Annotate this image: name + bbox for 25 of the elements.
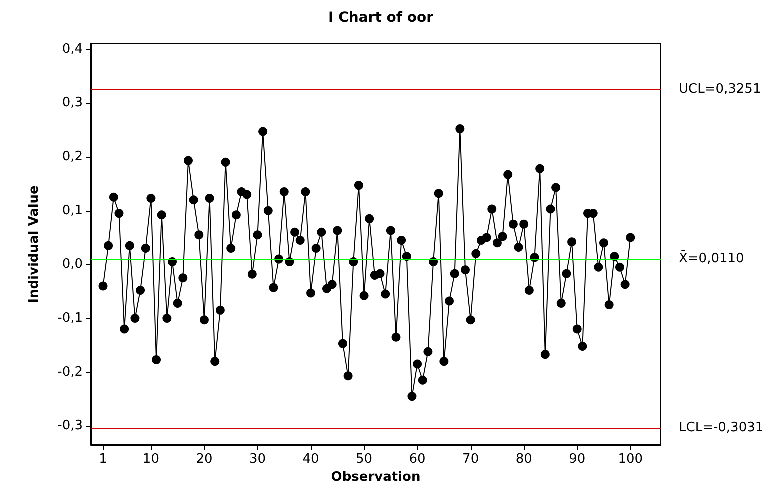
y-tick-label: -0,3 — [58, 418, 83, 434]
x-tick-label: 100 — [618, 452, 644, 467]
y-tick-label: 0,0 — [62, 257, 83, 272]
chart-title: I Chart of oor — [328, 10, 434, 26]
y-tick-label: -0,2 — [58, 364, 83, 380]
x-tick-label: 90 — [569, 452, 586, 467]
x-tick-label: 20 — [196, 452, 213, 467]
y-axis-title: Individual Value — [27, 185, 42, 304]
x-axis-title: Observation — [331, 470, 421, 485]
y-tick-label: 0,1 — [62, 203, 83, 218]
x-tick-label: 50 — [356, 452, 373, 467]
ref-line-label: LCL=-0,3031 — [679, 420, 764, 436]
ref-line-label: UCL=0,3251 — [679, 82, 762, 98]
y-tick-label: 0,3 — [62, 96, 83, 111]
x-tick-label: 80 — [516, 452, 532, 467]
x-tick-label: 1 — [99, 452, 108, 467]
x-tick-label: 10 — [142, 452, 160, 467]
y-tick-label: -0,1 — [58, 311, 83, 326]
x-tick-label: 40 — [302, 452, 320, 467]
y-tick-label: 0,2 — [62, 150, 83, 165]
x-tick-label: 30 — [249, 452, 266, 467]
y-tick-label: 0,4 — [62, 42, 83, 57]
ref-line-label: X̄=0,0110 — [679, 250, 744, 266]
x-tick-label: 70 — [462, 452, 480, 467]
x-tick-label: 60 — [409, 452, 426, 467]
